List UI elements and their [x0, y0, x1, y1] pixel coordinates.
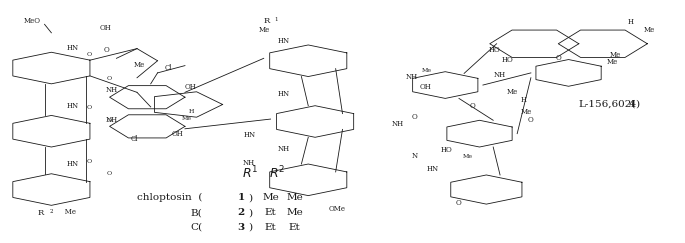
Text: NH: NH	[106, 86, 119, 94]
Text: O: O	[412, 113, 418, 121]
Text: Me: Me	[286, 208, 303, 217]
Text: HO: HO	[440, 146, 452, 154]
Text: MeO: MeO	[24, 17, 41, 25]
Text: NH: NH	[392, 120, 404, 128]
Text: 1: 1	[238, 193, 245, 202]
Text: NH: NH	[493, 70, 506, 78]
Text: Me: Me	[182, 116, 192, 121]
Text: HO: HO	[502, 56, 514, 64]
Text: O: O	[470, 102, 475, 110]
Text: NH: NH	[277, 145, 290, 153]
Text: Cl: Cl	[164, 64, 172, 72]
Text: L-156,602(: L-156,602(	[579, 100, 636, 109]
Text: Me: Me	[521, 108, 532, 116]
Text: ): )	[636, 100, 640, 109]
Text: H: H	[521, 96, 527, 104]
Text: O: O	[103, 46, 109, 54]
Text: O: O	[107, 118, 112, 122]
Text: Me: Me	[507, 87, 518, 95]
Text: HN: HN	[277, 36, 290, 44]
Text: 1: 1	[275, 17, 278, 22]
Text: Me: Me	[462, 154, 473, 159]
Text: Et: Et	[264, 223, 277, 232]
Text: R: R	[264, 17, 270, 25]
Text: HN: HN	[67, 102, 79, 110]
Text: Me: Me	[644, 26, 655, 34]
Text: H: H	[627, 18, 633, 26]
Text: ): )	[248, 208, 252, 217]
Text: 2: 2	[238, 208, 245, 217]
Text: C(: C(	[190, 223, 202, 232]
Text: HN: HN	[426, 165, 438, 173]
Text: HN: HN	[277, 90, 290, 98]
Text: Et: Et	[288, 223, 301, 232]
Text: O: O	[86, 159, 92, 164]
Text: OH: OH	[171, 130, 183, 138]
Text: R: R	[38, 209, 44, 217]
Text: OH: OH	[99, 24, 111, 32]
Text: O: O	[86, 52, 92, 57]
Text: HN: HN	[67, 160, 79, 168]
Text: Me: Me	[286, 193, 303, 202]
Text: Me: Me	[58, 208, 76, 216]
Text: HN: HN	[243, 131, 256, 139]
Text: O: O	[456, 199, 462, 207]
Text: Me: Me	[421, 68, 432, 73]
Text: chloptosin  (: chloptosin (	[137, 193, 202, 202]
Text: Me: Me	[259, 26, 270, 34]
Text: ): )	[248, 223, 252, 232]
Text: Cl: Cl	[130, 135, 138, 143]
Text: OH: OH	[420, 83, 432, 91]
Text: OH: OH	[185, 83, 197, 91]
Text: N: N	[412, 152, 418, 160]
Text: B(: B(	[190, 208, 202, 217]
Text: Et: Et	[264, 208, 277, 217]
Text: Me: Me	[262, 193, 279, 202]
Text: 3: 3	[238, 223, 245, 232]
Text: NH: NH	[243, 159, 256, 167]
Text: O: O	[556, 53, 561, 61]
Text: H: H	[188, 109, 194, 114]
Text: O: O	[86, 105, 92, 110]
Text: Me: Me	[610, 51, 621, 59]
Text: Me: Me	[134, 61, 145, 69]
Text: NH: NH	[406, 73, 418, 81]
Text: O: O	[528, 115, 534, 123]
Text: O: O	[107, 171, 112, 176]
Text: 4: 4	[629, 100, 636, 109]
Text: HN: HN	[67, 44, 79, 52]
Text: NH: NH	[106, 115, 119, 123]
Text: $R^1$   $R^2$: $R^1$ $R^2$	[242, 165, 286, 182]
Text: OMe: OMe	[329, 205, 346, 213]
Text: HO: HO	[488, 46, 500, 54]
Text: ): )	[248, 193, 252, 202]
Text: O: O	[107, 76, 112, 81]
Text: Me: Me	[606, 58, 617, 66]
Text: 2: 2	[49, 209, 53, 214]
